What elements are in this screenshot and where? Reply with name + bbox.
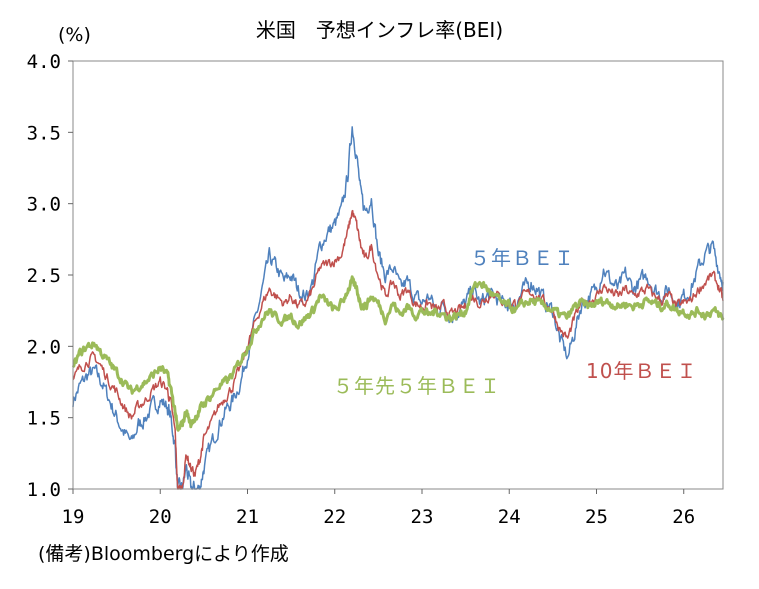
y-tick-label: 3.5 xyxy=(27,122,61,144)
legend-label-10y-bei: 10年ＢＥＩ xyxy=(586,359,698,383)
x-tick-label: 21 xyxy=(236,506,259,528)
legend-label-5y-bei: ５年ＢＥＩ xyxy=(470,246,575,270)
y-tick-label: 1.5 xyxy=(27,408,61,430)
series-line-2 xyxy=(71,275,725,432)
x-tick-label: 19 xyxy=(62,506,85,528)
legend-label-5y5y-bei: ５年先５年ＢＥＩ xyxy=(333,374,501,398)
x-tick-label: 20 xyxy=(149,506,172,528)
y-tick-label: 2.0 xyxy=(27,336,61,358)
x-tick-label: 26 xyxy=(672,506,695,528)
y-axis-unit-label: (%) xyxy=(58,24,91,46)
y-tick-label: 4.0 xyxy=(27,51,61,73)
x-tick-label: 25 xyxy=(585,506,608,528)
y-tick-label: 1.0 xyxy=(27,479,61,501)
chart-title: 米国 予想インフレ率(BEI) xyxy=(255,18,504,42)
series-line-1 xyxy=(72,209,724,490)
x-tick-label: 22 xyxy=(323,506,346,528)
y-tick-label: 3.0 xyxy=(27,194,61,216)
x-tick-label: 23 xyxy=(411,506,434,528)
y-tick-label: 2.5 xyxy=(27,265,61,287)
x-tick-label: 24 xyxy=(498,506,521,528)
source-note: (備考)Bloombergにより作成 xyxy=(38,543,289,565)
